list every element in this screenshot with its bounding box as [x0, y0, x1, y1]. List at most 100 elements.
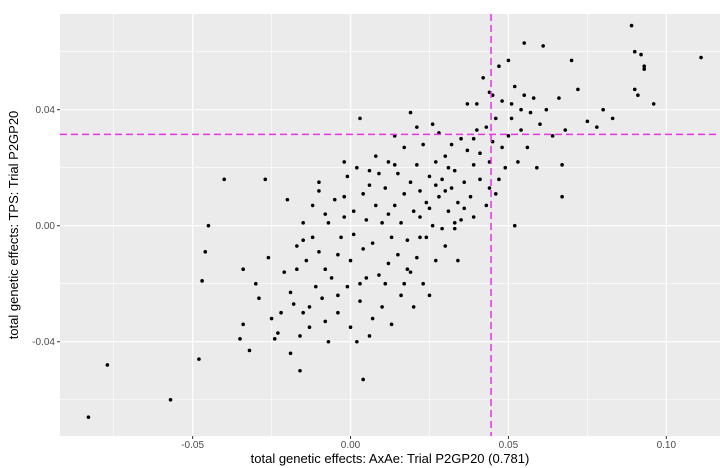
data-point: [364, 276, 369, 280]
data-point: [475, 102, 479, 106]
x-axis-ticks: -0.05 0.00 0.05 0.10: [181, 436, 676, 451]
data-point: [500, 99, 504, 103]
data-point: [348, 325, 353, 330]
data-point: [301, 221, 305, 225]
data-point: [443, 154, 448, 158]
data-point: [415, 255, 419, 260]
data-point: [563, 128, 568, 132]
data-point: [301, 238, 305, 243]
x-tick-label: 0.05: [499, 440, 519, 451]
data-point: [355, 165, 359, 170]
data-point: [446, 209, 451, 214]
data-point: [430, 122, 435, 127]
data-point: [345, 174, 350, 179]
data-point: [298, 368, 302, 373]
data-point: [377, 273, 381, 277]
data-point: [285, 197, 290, 202]
data-point: [355, 339, 359, 344]
data-point: [636, 93, 640, 98]
data-point: [317, 180, 321, 185]
data-point: [345, 284, 350, 289]
data-point: [241, 322, 245, 327]
data-point: [276, 331, 280, 335]
y-tick-label: -0.04: [32, 337, 55, 348]
data-point: [456, 200, 460, 205]
plot-panel: [60, 14, 720, 436]
data-point: [415, 125, 419, 129]
data-point: [512, 84, 517, 89]
data-point: [408, 110, 413, 115]
data-point: [462, 180, 467, 185]
data-point: [550, 134, 555, 138]
data-point: [427, 206, 432, 211]
data-point: [313, 284, 318, 289]
data-point: [336, 293, 340, 298]
data-point: [560, 163, 564, 167]
data-point: [310, 203, 315, 208]
data-point: [557, 96, 561, 100]
data-point: [386, 160, 391, 164]
data-point: [522, 93, 527, 98]
y-axis-title: total genetic effects: TPS: Trial P2GP20: [6, 111, 21, 340]
data-point: [424, 235, 429, 240]
data-point: [452, 221, 457, 225]
data-point: [310, 235, 315, 240]
data-point: [348, 258, 353, 263]
data-point: [86, 415, 91, 419]
data-point: [326, 221, 331, 225]
data-point: [481, 76, 485, 80]
x-tick-label: 0.00: [341, 440, 361, 451]
data-point: [503, 165, 508, 170]
data-point: [427, 174, 432, 179]
data-point: [288, 290, 293, 295]
data-point: [304, 258, 309, 263]
data-point: [471, 136, 476, 141]
data-point: [471, 215, 476, 219]
data-point: [295, 267, 299, 272]
data-point: [519, 128, 523, 132]
data-point: [291, 302, 296, 306]
data-point: [459, 136, 463, 141]
y-axis-ticks: -0.04 0.00 0.04: [32, 105, 60, 348]
data-point: [386, 212, 391, 216]
data-point: [389, 322, 394, 327]
data-point: [478, 177, 482, 182]
data-point: [351, 209, 356, 214]
x-tick-label: -0.05: [181, 440, 204, 451]
data-point: [405, 238, 410, 243]
data-point: [295, 244, 299, 248]
data-point: [323, 319, 328, 324]
data-point: [342, 160, 347, 164]
data-point: [320, 296, 324, 301]
data-point: [373, 154, 378, 158]
data-point: [465, 148, 470, 153]
data-point: [377, 171, 381, 176]
data-point: [317, 189, 321, 193]
data-point: [301, 310, 305, 315]
data-point: [269, 316, 274, 321]
data-point: [266, 255, 271, 260]
data-point: [288, 351, 293, 356]
data-point: [342, 194, 347, 199]
data-point: [253, 281, 258, 286]
data-point: [506, 134, 511, 138]
data-point: [361, 192, 365, 196]
data-point: [203, 250, 208, 254]
major-gridlines: [60, 14, 720, 436]
data-point: [642, 67, 647, 71]
data-point: [351, 232, 356, 237]
data-point: [512, 223, 517, 228]
data-point: [475, 128, 479, 132]
data-point: [105, 363, 110, 367]
data-point: [478, 151, 482, 156]
data-point: [361, 377, 365, 382]
data-point: [506, 58, 511, 63]
data-point: [402, 192, 407, 196]
data-point: [386, 261, 391, 266]
data-point: [471, 163, 476, 167]
data-points: [86, 23, 703, 419]
data-point: [323, 267, 328, 272]
data-point: [373, 203, 378, 208]
data-point: [576, 87, 580, 92]
